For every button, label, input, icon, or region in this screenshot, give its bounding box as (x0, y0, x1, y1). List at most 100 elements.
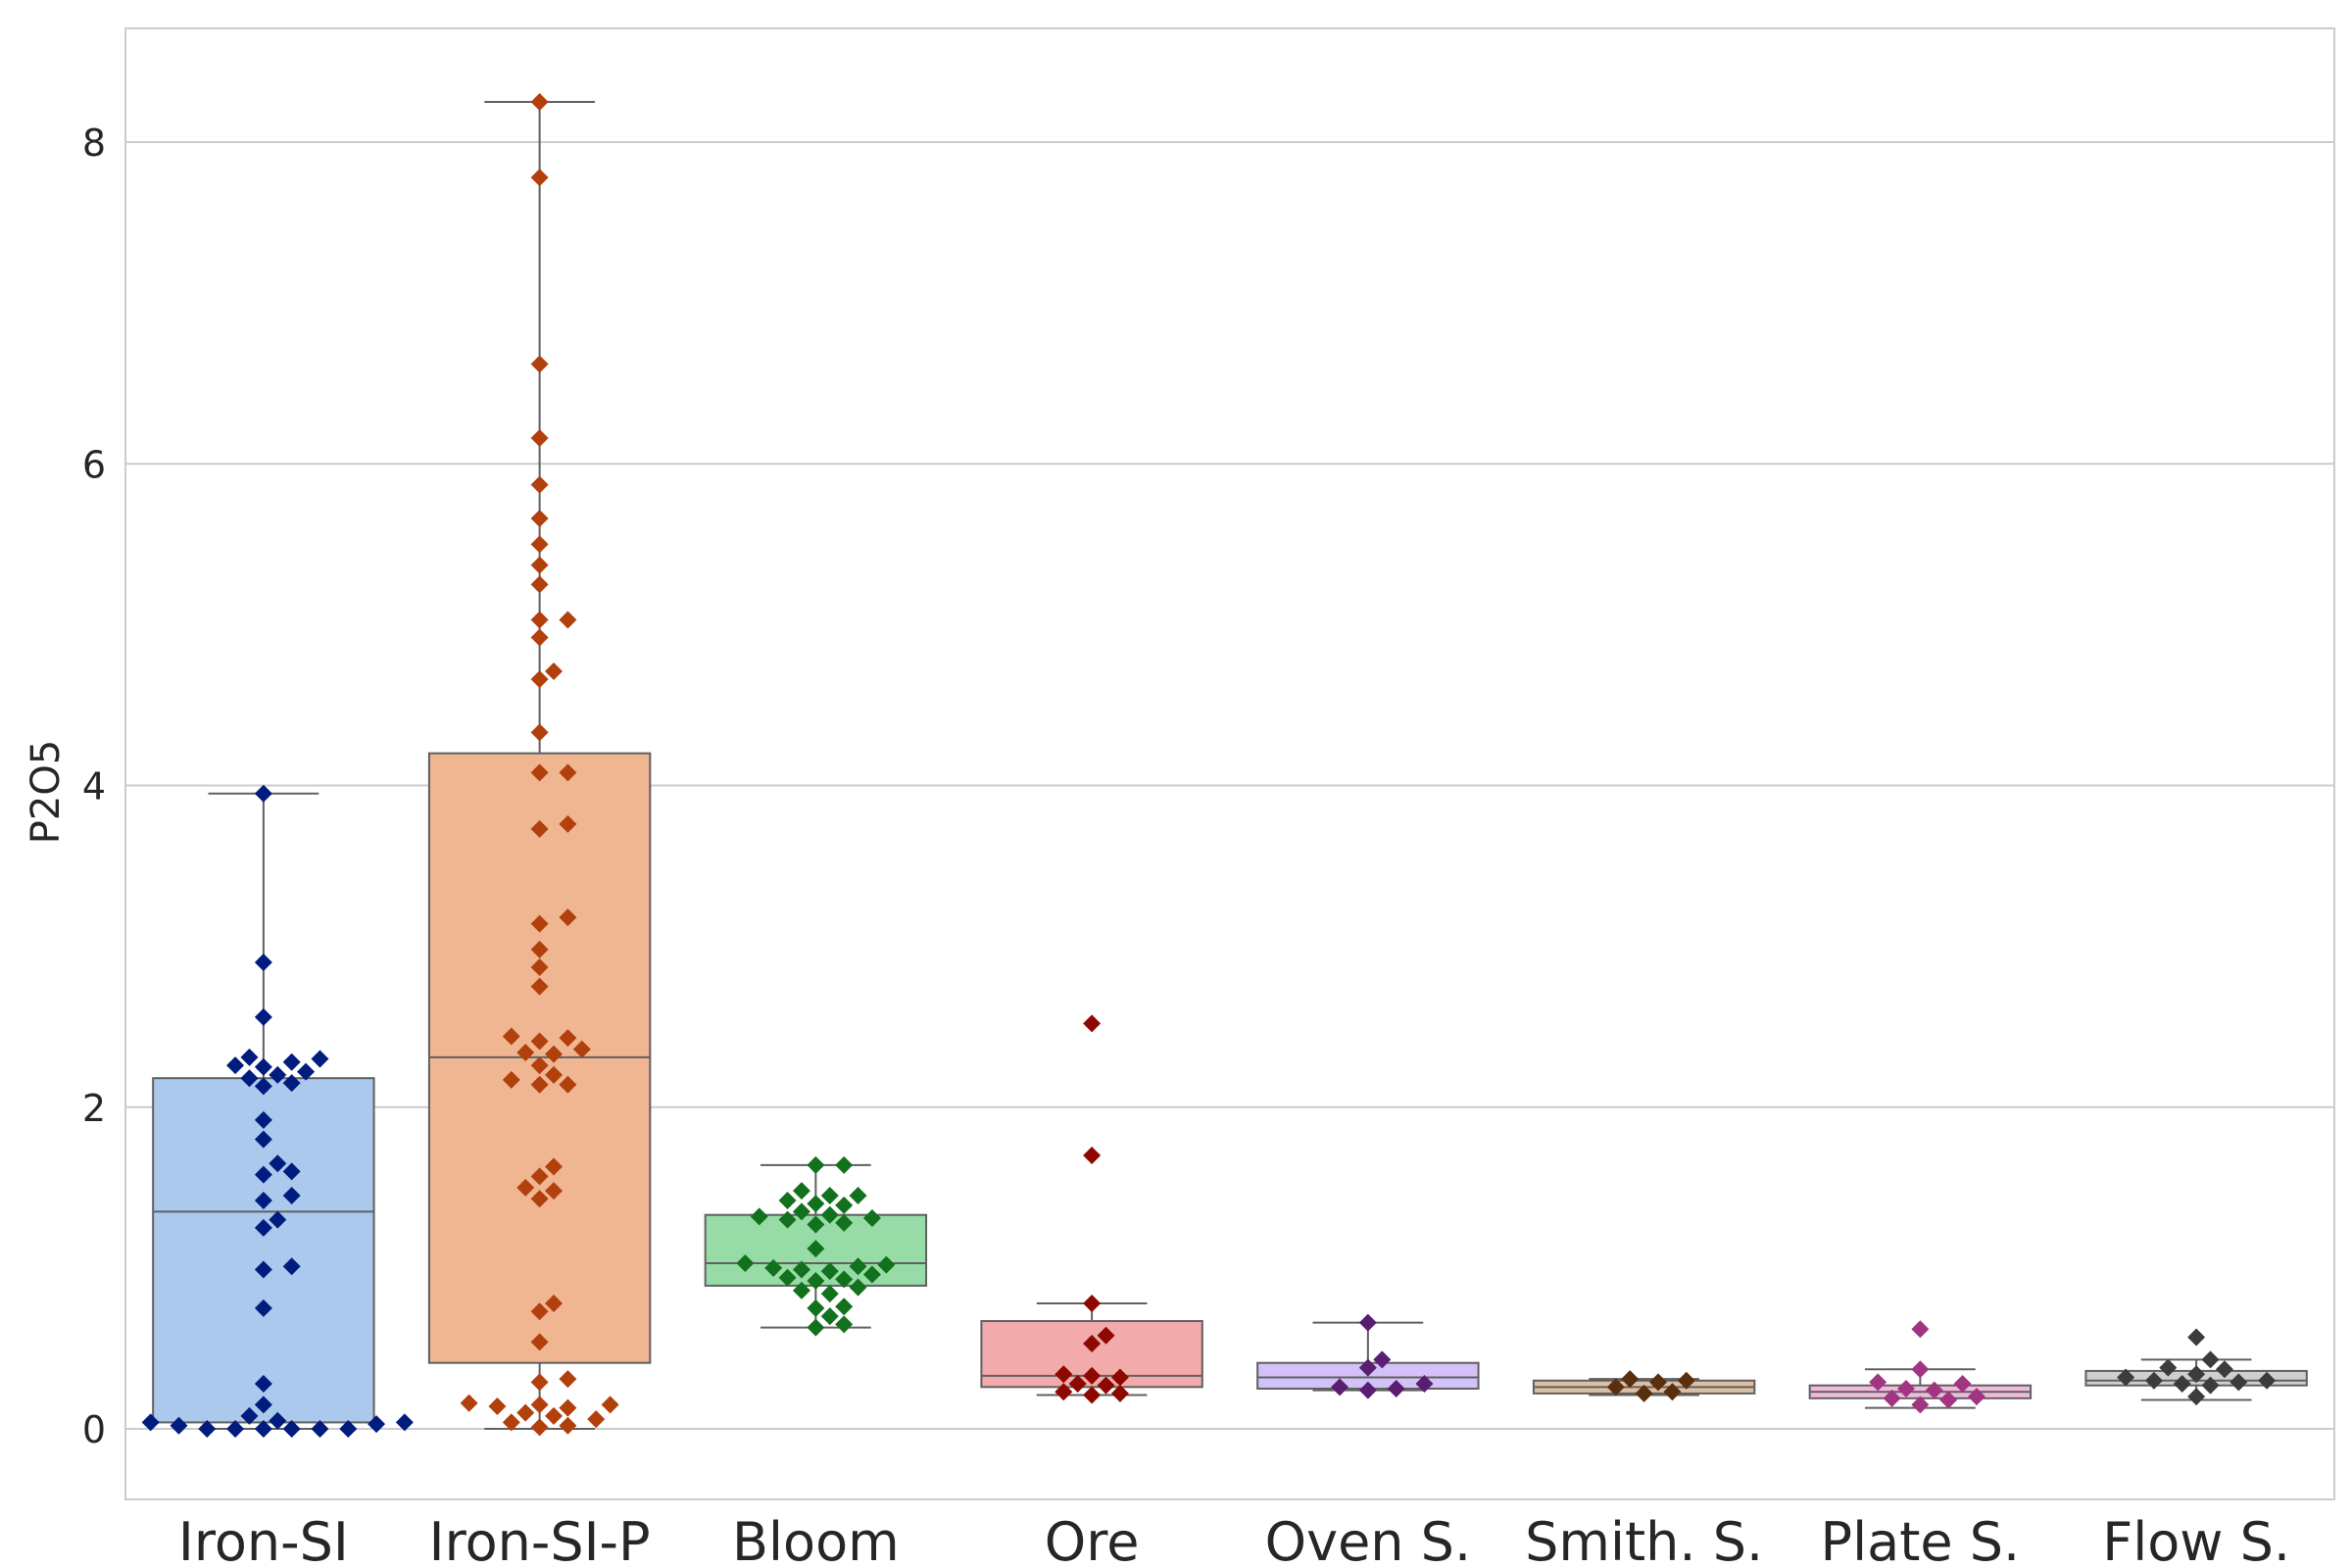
x-tick-label: Iron-SI (178, 1511, 349, 1568)
data-point (835, 1155, 854, 1174)
data-point (587, 1410, 606, 1429)
data-point (807, 1155, 825, 1174)
data-point (530, 819, 549, 838)
data-point (2173, 1375, 2191, 1394)
data-point (820, 1187, 839, 1205)
data-point (254, 1110, 272, 1129)
data-point (254, 1218, 272, 1237)
x-tick-label: Ore (1045, 1511, 1140, 1568)
data-point (559, 1370, 577, 1389)
data-point (1606, 1378, 1625, 1396)
data-point (269, 1154, 287, 1173)
data-point (282, 1420, 301, 1438)
data-point (1110, 1384, 1129, 1402)
data-point (460, 1394, 478, 1412)
data-point (545, 1065, 564, 1084)
data-point (2187, 1388, 2206, 1406)
data-point (254, 1165, 272, 1184)
data-point (849, 1257, 867, 1276)
data-point (559, 1029, 577, 1048)
data-point (516, 1403, 535, 1422)
data-point (530, 957, 549, 976)
data-point (530, 1075, 549, 1094)
data-point (530, 1167, 549, 1186)
data-point (1869, 1373, 1887, 1392)
data-point (1939, 1391, 1958, 1409)
data-point (254, 1130, 272, 1149)
data-point (835, 1270, 854, 1289)
data-point (1054, 1383, 1073, 1401)
y-tick-label: 8 (82, 122, 106, 165)
data-point (1358, 1358, 1377, 1377)
data-point (835, 1196, 854, 1214)
data-point (1911, 1320, 1930, 1339)
data-point (1635, 1384, 1653, 1402)
data-point (530, 723, 549, 742)
data-point (1083, 1386, 1102, 1404)
data-point (530, 575, 549, 594)
data-point (778, 1210, 797, 1229)
data-point (141, 1413, 160, 1432)
data-point (601, 1396, 619, 1414)
data-point (502, 1027, 520, 1046)
data-point (835, 1315, 854, 1334)
data-point (1068, 1375, 1087, 1394)
data-point (1054, 1365, 1073, 1384)
y-axis-label: P2O5 (24, 740, 69, 845)
data-point (849, 1278, 867, 1297)
data-point (559, 814, 577, 833)
data-point (778, 1268, 797, 1287)
data-point (2187, 1328, 2206, 1347)
data-point (282, 1257, 301, 1276)
data-point (170, 1416, 188, 1435)
data-point (1097, 1326, 1115, 1345)
data-point (1097, 1376, 1115, 1395)
data-point (835, 1213, 854, 1232)
y-tick-labels: 0 2 4 6 8 (82, 122, 106, 1451)
data-point (1358, 1313, 1377, 1332)
data-point (1387, 1379, 1405, 1397)
data-point (849, 1187, 867, 1205)
data-point (820, 1307, 839, 1326)
data-point (1083, 1366, 1102, 1385)
data-point (807, 1272, 825, 1291)
data-point (198, 1420, 217, 1438)
data-point (807, 1240, 825, 1258)
data-point (1358, 1381, 1377, 1399)
data-point (559, 1075, 577, 1094)
data-point (339, 1420, 358, 1438)
data-point (559, 1416, 577, 1435)
data-point (792, 1281, 810, 1299)
data-point (530, 1302, 549, 1321)
data-point (530, 510, 549, 528)
data-point (530, 1333, 549, 1351)
x-tick-labels: Iron-SI Iron-SI-P Bloom Ore Oven S. Smith. S.… (178, 1511, 2290, 1568)
data-point (488, 1397, 507, 1416)
data-point (2258, 1371, 2277, 1390)
data-point (1110, 1368, 1129, 1387)
data-point (792, 1260, 810, 1279)
data-point (1415, 1375, 1434, 1394)
x-tick-label: Oven S. (1265, 1511, 1472, 1568)
data-point (820, 1285, 839, 1303)
data-point (240, 1069, 259, 1088)
data-point (1925, 1381, 1943, 1399)
box-iqr (152, 1077, 375, 1424)
data-point (792, 1202, 810, 1221)
data-point (530, 1396, 549, 1414)
data-point (530, 355, 549, 373)
data-point (545, 662, 564, 680)
data-point (736, 1253, 755, 1272)
data-point (269, 1210, 287, 1229)
data-point (254, 1420, 272, 1438)
data-point (862, 1208, 881, 1227)
data-point (778, 1191, 797, 1209)
y-tick-label: 4 (82, 765, 106, 808)
data-point (530, 611, 549, 629)
x-tick-label: Smith. S. (1525, 1511, 1763, 1568)
data-point (2144, 1371, 2163, 1390)
data-point (530, 1418, 549, 1437)
data-point (530, 1373, 549, 1392)
data-point (764, 1258, 783, 1277)
data-point (240, 1048, 259, 1066)
